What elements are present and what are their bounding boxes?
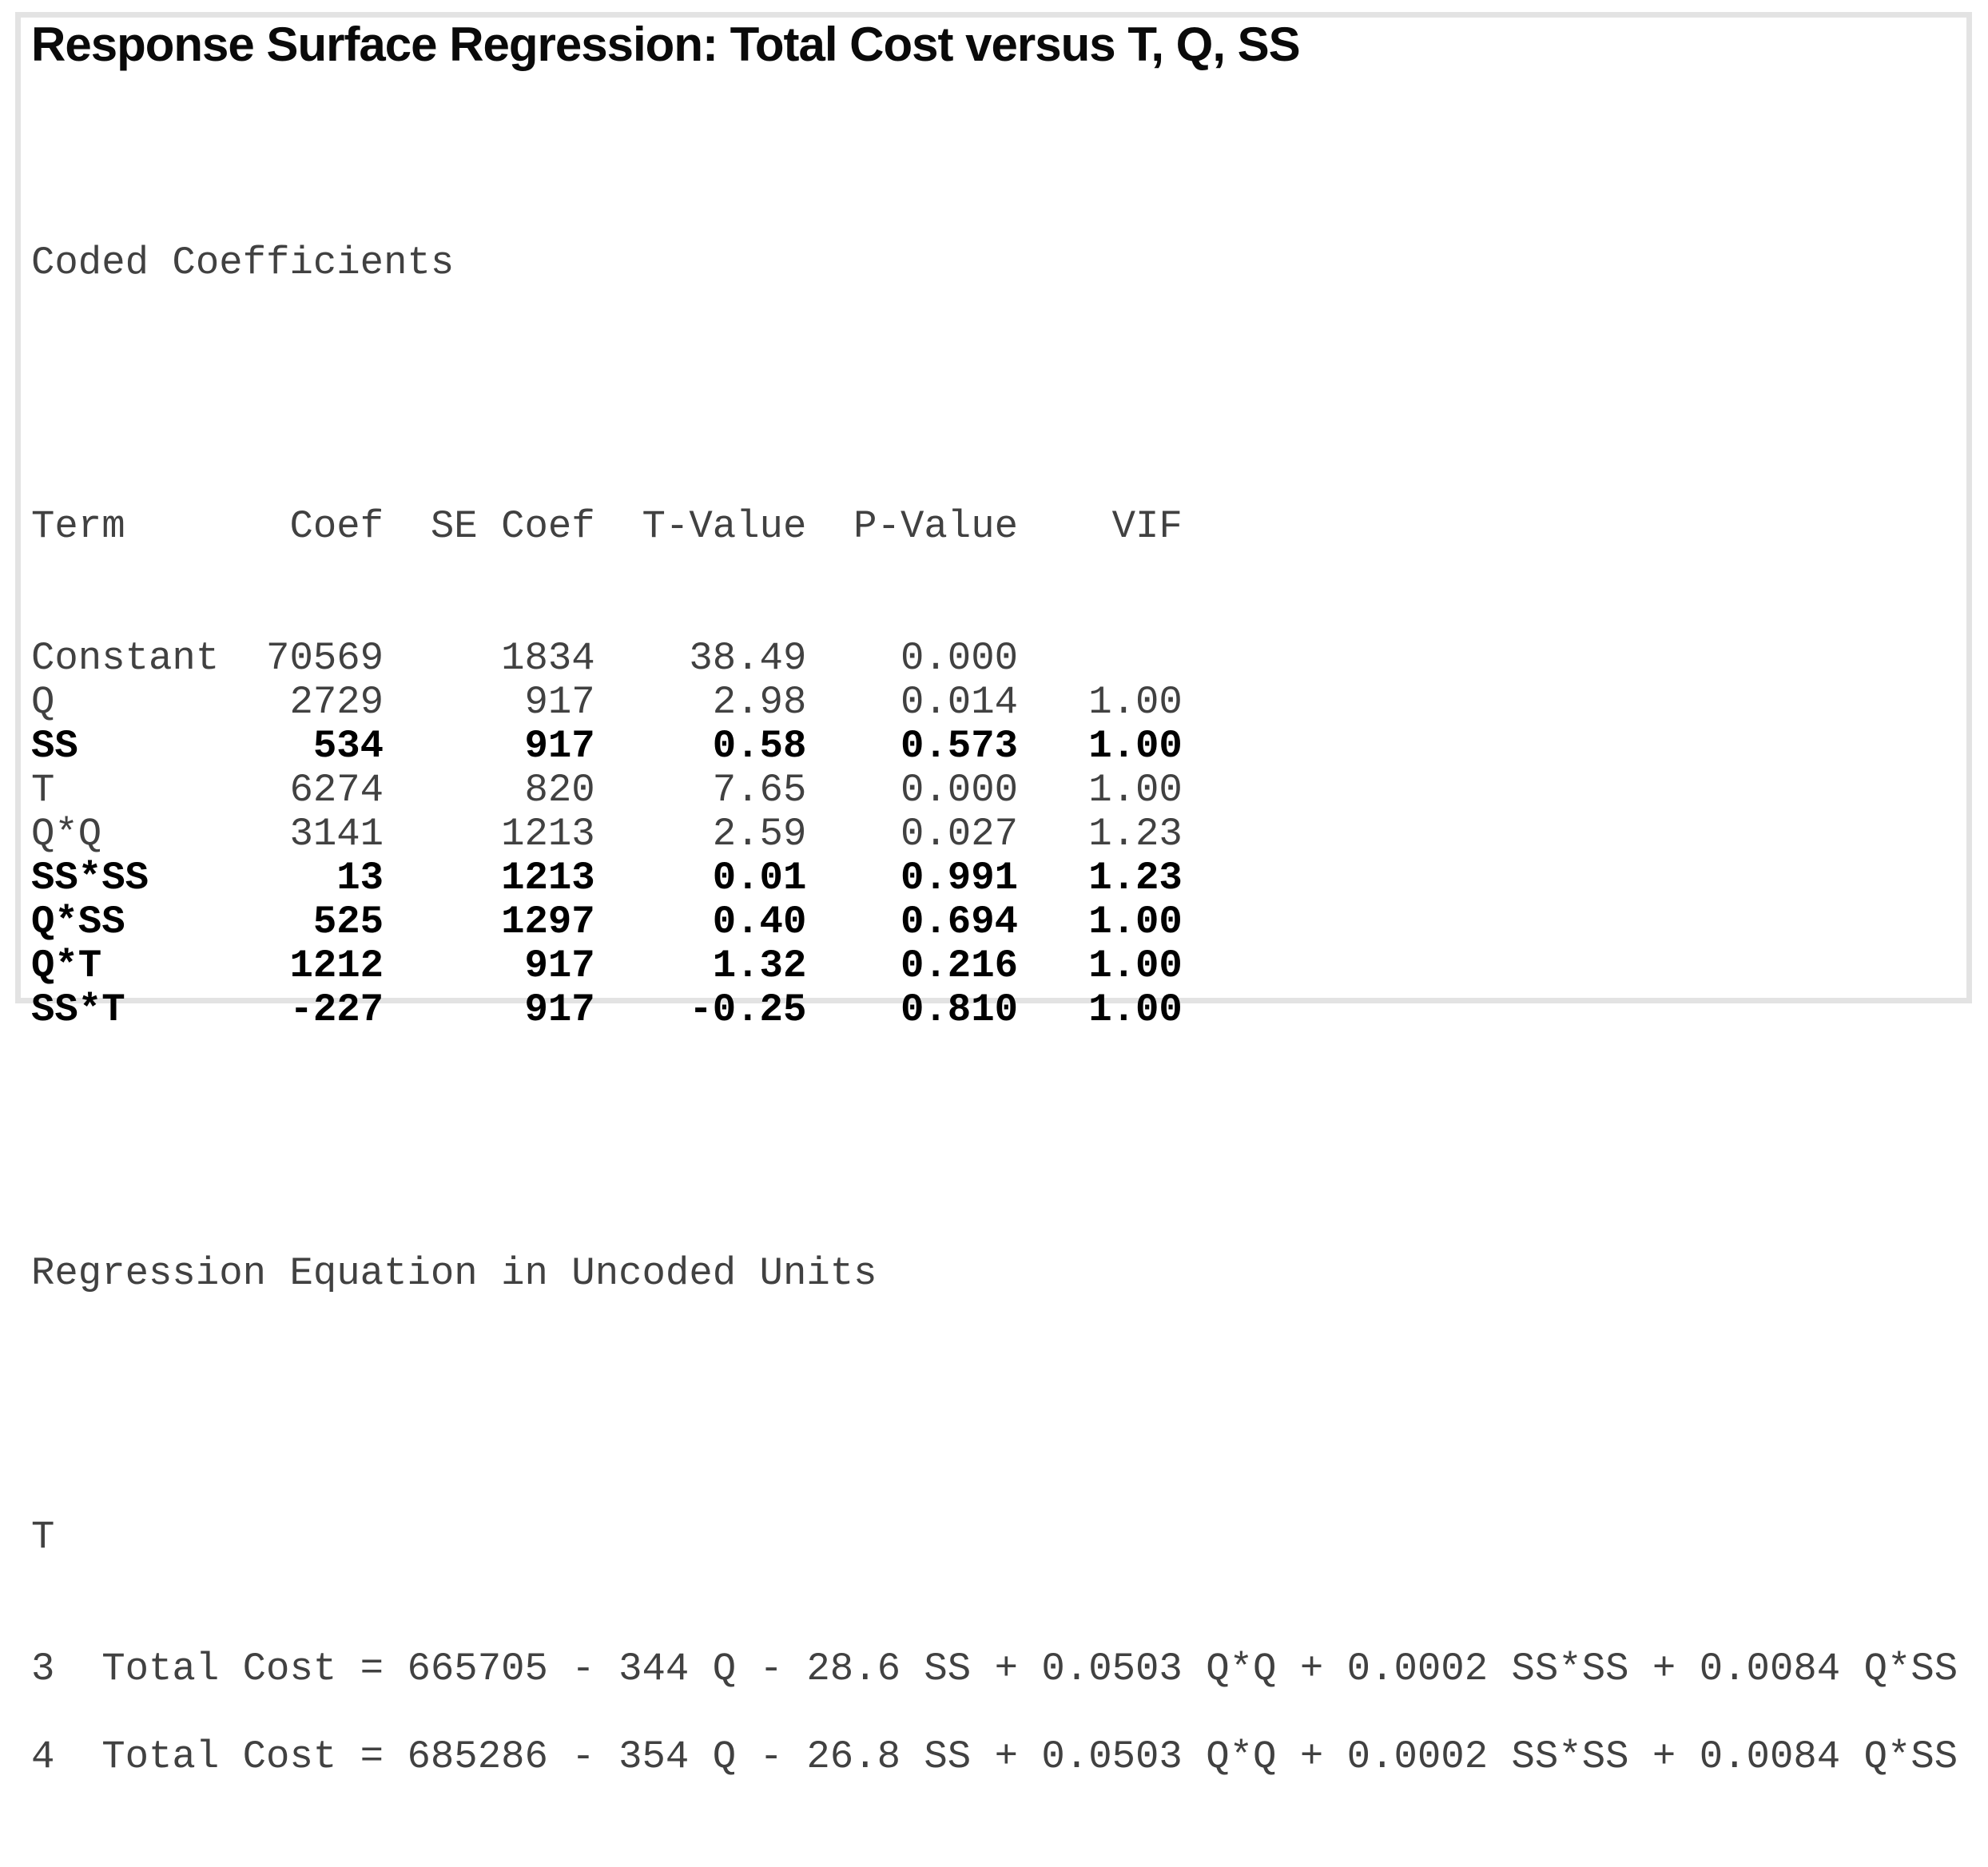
section-heading-regression-equation: Regression Equation in Uncoded Units bbox=[31, 1251, 877, 1296]
blank-line bbox=[31, 373, 1966, 417]
session-output: Coded Coefficients Term Coef SE Coef T-V… bbox=[31, 153, 1966, 1867]
equation-line: 4 Total Cost = 685286 - 354 Q - 26.8 SS … bbox=[31, 1734, 1958, 1779]
section-heading-coded-coefficients: Coded Coefficients bbox=[31, 240, 455, 285]
coef-table-row: Q*Q 3141 1213 2.59 0.027 1.23 bbox=[31, 812, 1183, 856]
coef-table-row: Q 2729 917 2.98 0.014 1.00 bbox=[31, 680, 1183, 725]
coef-table-row: SS*SS 13 1213 0.01 0.991 1.23 bbox=[31, 856, 1183, 900]
blank-line bbox=[31, 1384, 1966, 1428]
coef-table-row: SS*T -227 917 -0.25 0.810 1.00 bbox=[31, 987, 1183, 1032]
coef-table-rows: Constant 70569 1834 38.49 0.000 Q 2729 9… bbox=[31, 637, 1966, 1032]
session-output-pane: Response Surface Regression: Total Cost … bbox=[15, 12, 1972, 1779]
page-title: Response Surface Regression: Total Cost … bbox=[31, 18, 1301, 71]
blank-line bbox=[31, 1691, 1966, 1735]
coef-table-row: Q*SS 525 1297 0.40 0.694 1.00 bbox=[31, 900, 1183, 944]
equation-line: 3 Total Cost = 665705 - 344 Q - 28.6 SS … bbox=[31, 1647, 1958, 1691]
equation-lines: 3 Total Cost = 665705 - 344 Q - 28.6 SS … bbox=[31, 1647, 1966, 1779]
coef-table-row: Q*T 1212 917 1.32 0.216 1.00 bbox=[31, 943, 1183, 988]
blank-line bbox=[31, 1120, 1966, 1164]
coef-table-row: Constant 70569 1834 38.49 0.000 bbox=[31, 636, 1183, 681]
coef-table-header: Term Coef SE Coef T-Value P-Value VIF bbox=[31, 504, 1183, 549]
coef-table-row: SS 534 917 0.58 0.573 1.00 bbox=[31, 724, 1183, 769]
equation-group-label: T bbox=[31, 1515, 55, 1559]
coef-table-row: T 6274 820 7.65 0.000 1.00 bbox=[31, 768, 1183, 812]
